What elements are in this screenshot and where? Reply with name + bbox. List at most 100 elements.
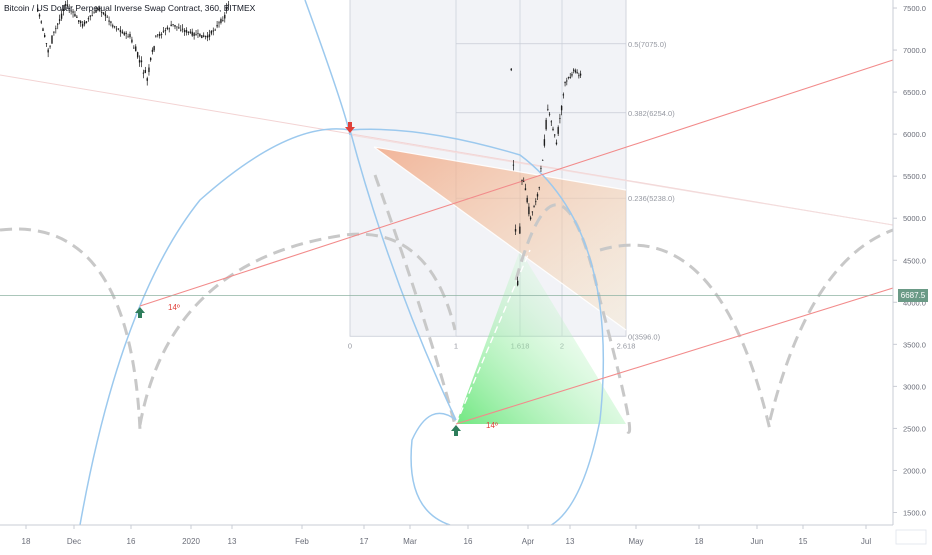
candle-body [567, 77, 570, 79]
candle-body [560, 105, 563, 111]
low-arrow-up-icon [451, 425, 461, 436]
candle-body [151, 49, 154, 52]
candle-body [99, 7, 101, 9]
x-tick-label: May [628, 537, 643, 546]
candle-body [512, 164, 515, 166]
candle-body [72, 11, 74, 13]
axis-corner [895, 529, 927, 545]
candle-body [155, 35, 157, 37]
candle-body [204, 35, 207, 37]
candle-body [572, 69, 575, 71]
candle-body [49, 46, 51, 48]
last-price-badge: 6687.5 [898, 289, 928, 302]
candle-body [203, 35, 205, 37]
candle-body [91, 15, 93, 17]
candle-body [176, 26, 178, 28]
candle-body [519, 226, 521, 234]
high-arrow-down-icon [345, 122, 355, 133]
candle-body [206, 35, 209, 38]
candle-body [170, 24, 172, 27]
candle-body [528, 206, 530, 215]
x-tick-label: 17 [360, 537, 369, 546]
candle-body [40, 21, 42, 23]
candle-body [199, 33, 201, 37]
candle-body [62, 8, 65, 11]
x-tick-label: Jun [751, 537, 764, 546]
x-tick-label: 16 [127, 537, 136, 546]
candle-body [189, 31, 192, 33]
candle-body [108, 20, 110, 22]
candle-body [110, 21, 112, 23]
candle-body [562, 94, 565, 96]
candle-body [569, 76, 571, 78]
candle-body [214, 29, 216, 31]
candle-body [42, 28, 44, 32]
candle-body [178, 27, 180, 29]
candle-body [521, 179, 523, 181]
candle-body [180, 29, 182, 31]
dashed-arc [138, 232, 457, 426]
candle-body [115, 28, 118, 30]
candle-body [64, 3, 67, 6]
candle-body [187, 31, 190, 33]
candle-body [579, 73, 582, 76]
fib-time-bottom-label: 0 [348, 341, 352, 350]
candle-body [540, 167, 542, 169]
y-tick-label: 6500.0 [903, 88, 926, 97]
candle-body [224, 14, 226, 19]
candle-body [526, 197, 528, 203]
candle-body [57, 23, 59, 25]
candle-body [74, 14, 76, 17]
candle-body [138, 60, 141, 63]
x-tick-label: 16 [464, 537, 473, 546]
blue-spiral [349, 129, 457, 526]
candle-body [104, 13, 107, 17]
x-tick-label: Mar [403, 537, 417, 546]
candle-body [127, 36, 129, 38]
candle-body [524, 188, 527, 191]
candle-body [78, 20, 80, 23]
blue-arc-large [79, 128, 605, 531]
candle-body [53, 31, 55, 33]
y-tick-label: 7500.0 [903, 4, 926, 13]
candle-body [136, 52, 139, 58]
candle-body [129, 34, 131, 38]
candle-body [87, 18, 90, 20]
candle-body [93, 12, 95, 14]
x-tick-label: Jul [861, 537, 871, 546]
candle-body [535, 201, 537, 203]
candle-body [81, 24, 84, 27]
candle-body [536, 194, 539, 197]
fan-green-fill [456, 250, 626, 424]
angle-label-right: 14º [486, 421, 498, 430]
y-tick-label: 5500.0 [903, 172, 926, 181]
candle-body [140, 60, 143, 63]
y-tick-label: 3000.0 [903, 382, 926, 391]
candle-body [227, 4, 230, 6]
candle-body [112, 25, 114, 27]
candle-body [552, 128, 554, 131]
candle-body [555, 142, 558, 145]
candle-body [106, 16, 108, 18]
candle-body [210, 30, 213, 34]
fib-level-label: 0.5(7075.0) [628, 40, 667, 49]
dashed-arc [0, 227, 142, 431]
faint-ray [349, 134, 894, 226]
candle-body [153, 46, 155, 51]
candle-body [225, 7, 228, 10]
candle-body [119, 29, 122, 33]
candle-body [533, 206, 535, 208]
candle-body [216, 24, 218, 27]
candle-body [222, 20, 224, 21]
candle-body [36, 8, 39, 12]
candle-body [113, 26, 116, 28]
y-tick-label: 4500.0 [903, 256, 926, 265]
candle-body [183, 30, 186, 32]
candle-body [133, 47, 135, 49]
x-tick-label: 15 [799, 537, 808, 546]
fib-level-label: 0.382(6254.0) [628, 109, 675, 118]
fib-level-label: 0.236(5238.0) [628, 194, 675, 203]
candle-body [212, 30, 214, 32]
